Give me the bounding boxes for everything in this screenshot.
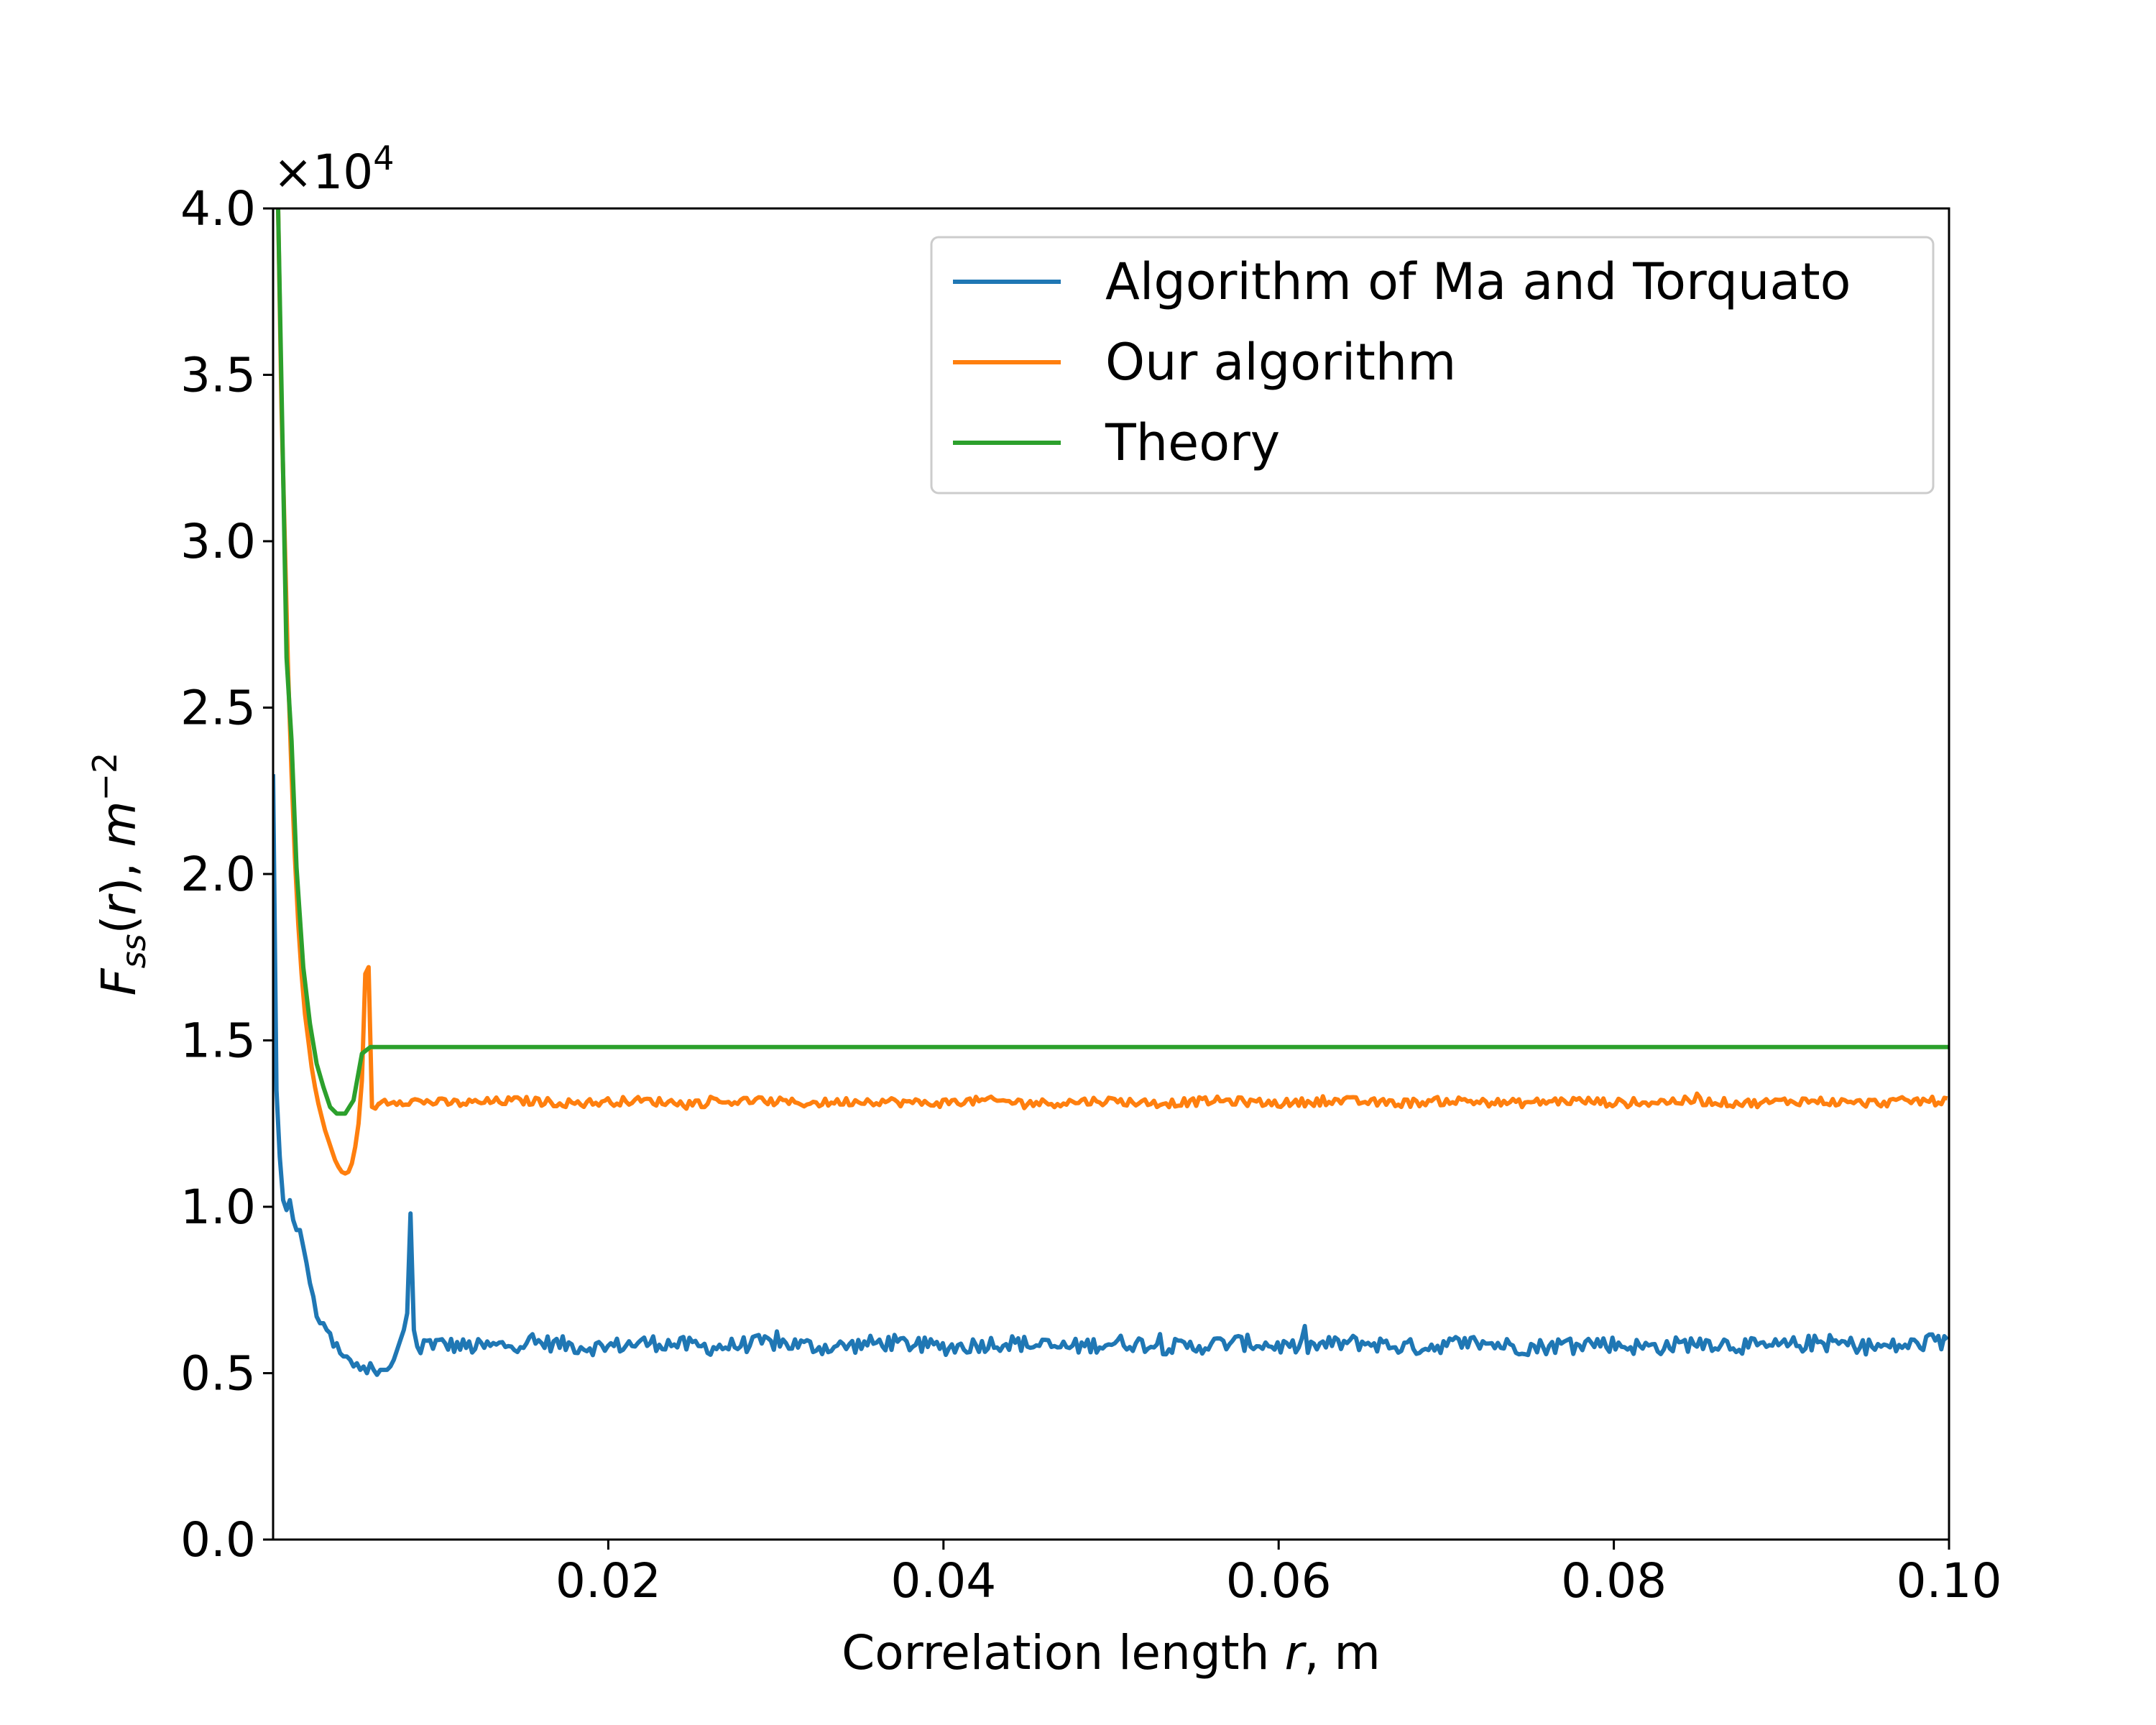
y-axis-label: Fss(r), m−2 (86, 753, 153, 996)
x-tick-label: 0.10 (1897, 1553, 2002, 1609)
series-line (276, 208, 1949, 1116)
y-tick-label: 1.0 (180, 1179, 256, 1235)
x-tick-label: 0.04 (890, 1553, 996, 1609)
y-tick-label: 2.5 (180, 681, 256, 736)
legend-label: Our algorithm (1105, 333, 1456, 392)
y-tick-label: 3.0 (180, 514, 256, 569)
y-axis-offset-label: ×104 (273, 139, 395, 200)
legend-label: Algorithm of Ma and Torquato (1105, 252, 1851, 311)
x-axis-label: Correlation length r, m (842, 1625, 1381, 1680)
x-axis: 0.02 0.04 0.06 0.08 0.10 (556, 1540, 2002, 1609)
x-tick-label: 0.06 (1226, 1553, 1332, 1609)
x-tick-label: 0.08 (1561, 1553, 1667, 1609)
y-tick-label: 0.0 (180, 1512, 256, 1568)
y-tick-label: 4.0 (180, 181, 256, 236)
y-tick-label: 1.5 (180, 1013, 256, 1069)
legend-box (930, 236, 1935, 494)
x-tick-label: 0.02 (556, 1553, 661, 1609)
y-tick-label: 2.0 (180, 847, 256, 902)
series-line (273, 774, 1949, 1377)
y-axis: 0.0 0.5 1.0 1.5 2.0 2.5 3.0 3.5 4.0 (180, 181, 273, 1568)
y-tick-label: 3.5 (180, 348, 256, 403)
y-tick-label: 0.5 (180, 1346, 256, 1402)
legend: Algorithm of Ma and Torquato Our algorith… (930, 236, 1935, 494)
series-line (276, 208, 1948, 1176)
plot-lines (273, 208, 1949, 1377)
legend-label: Theory (1105, 413, 1280, 472)
